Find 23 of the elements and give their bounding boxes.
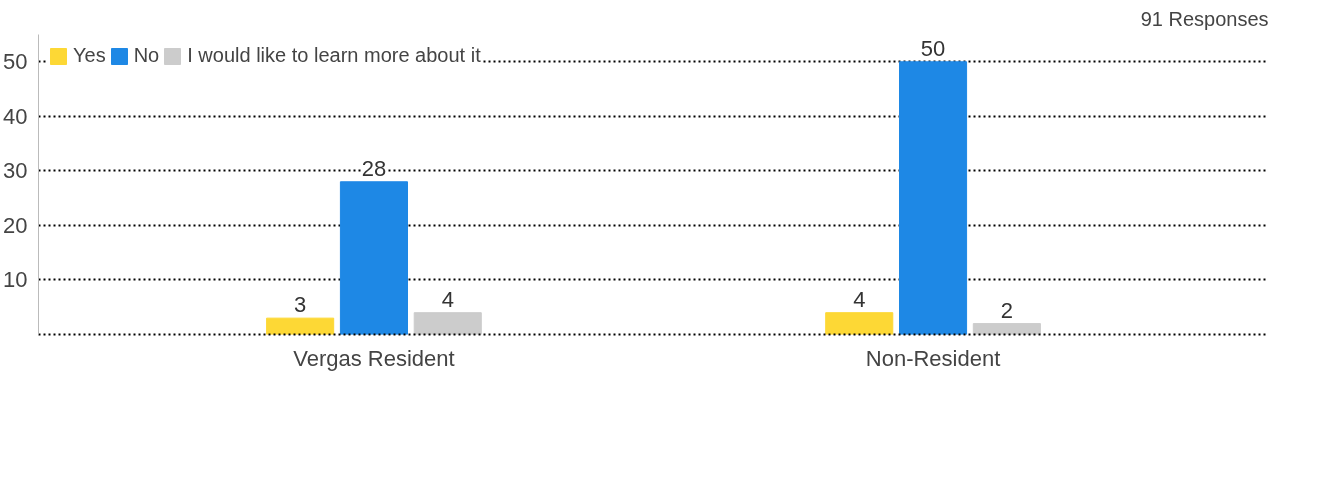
chart-title: 91 Responses <box>1140 7 1269 30</box>
data-label: 4 <box>853 286 866 312</box>
bar <box>266 317 335 335</box>
y-tick-label: 50 <box>3 49 28 75</box>
bar <box>972 323 1041 335</box>
data-label: 50 <box>920 35 946 61</box>
data-label: 4 <box>441 286 454 312</box>
y-tick-label: 10 <box>3 267 28 293</box>
x-tick-label: Vergas Resident <box>293 345 455 371</box>
y-tick-label: 20 <box>3 212 28 238</box>
bar <box>339 181 408 335</box>
data-label: 2 <box>1000 297 1013 323</box>
bar <box>413 312 482 335</box>
data-label: 3 <box>294 292 307 318</box>
x-tick-label: Non-Resident <box>865 345 1001 371</box>
y-tick-label: 30 <box>3 158 28 184</box>
legend-label: I would like to learn more about it <box>187 44 481 67</box>
bar <box>825 312 894 335</box>
legend-label: No <box>133 44 160 67</box>
bar <box>899 61 968 335</box>
data-label: 28 <box>361 155 387 181</box>
legend-label: Yes <box>73 44 106 67</box>
y-tick-label: 40 <box>3 103 28 129</box>
